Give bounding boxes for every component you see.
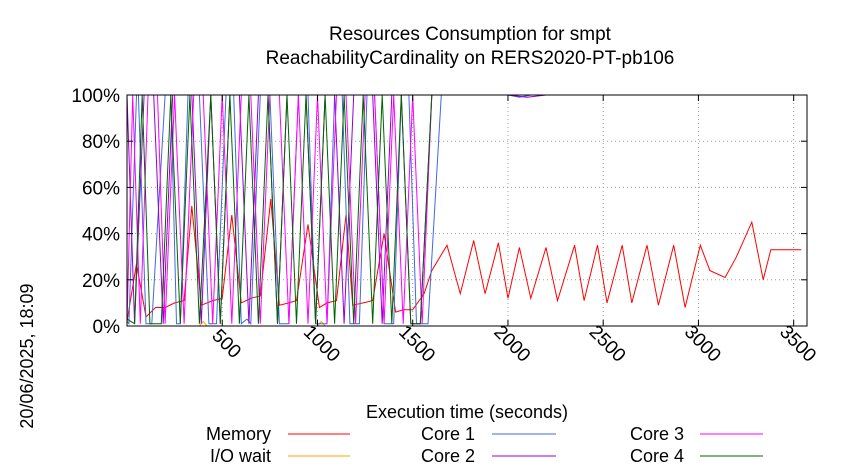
series-line-core-4 — [126, 94, 802, 325]
plot-frame — [126, 94, 808, 327]
x-tick-label: 1500 — [394, 322, 439, 367]
y-tick-label: 20% — [82, 271, 120, 292]
x-tick-label: 1000 — [299, 322, 344, 367]
legend-label: Memory — [206, 424, 271, 444]
legend-label: Core 3 — [630, 424, 684, 444]
x-tick-label: 500 — [207, 325, 244, 362]
chart-title: Resources Consumption for smpt — [329, 24, 612, 45]
timestamp-label: 20/06/2025, 18:09 — [17, 283, 37, 428]
series-line-i-o-wait — [127, 320, 802, 327]
grid — [127, 95, 807, 326]
y-tick-label: 40% — [82, 225, 120, 246]
legend-label: Core 2 — [421, 446, 475, 466]
chart-subtitle: ReachabilityCardinality on RERS2020-PT-p… — [266, 48, 675, 69]
x-tick-label: 2500 — [585, 322, 630, 367]
x-axis-label: Execution time (seconds) — [366, 402, 568, 422]
x-tick-label: 3500 — [775, 322, 820, 367]
legend-label: Core 1 — [421, 424, 475, 444]
x-tick-label: 3000 — [680, 322, 725, 367]
y-tick-label: 100% — [71, 86, 120, 107]
y-tick-label: 80% — [82, 132, 120, 153]
x-tick-label: 2000 — [489, 322, 534, 367]
series-lines — [126, 94, 802, 327]
legend-label: Core 4 — [630, 446, 684, 466]
y-tick-label: 0% — [93, 317, 121, 338]
legend-label: I/O wait — [210, 446, 271, 466]
series-line-memory — [126, 198, 802, 322]
y-tick-label: 60% — [82, 178, 120, 199]
